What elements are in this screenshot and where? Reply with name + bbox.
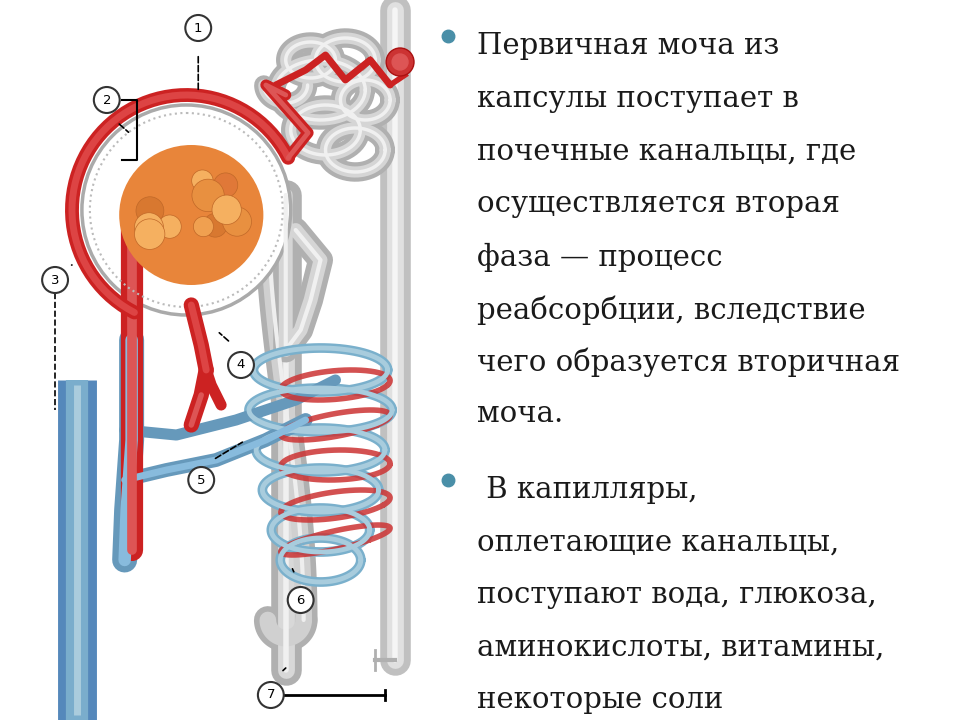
Text: 1: 1 xyxy=(194,22,203,35)
Circle shape xyxy=(288,587,314,613)
Text: 5: 5 xyxy=(197,474,205,487)
Text: чего образуется вторичная: чего образуется вторичная xyxy=(477,348,900,377)
Circle shape xyxy=(204,213,228,237)
Text: 6: 6 xyxy=(297,593,305,606)
Circle shape xyxy=(134,219,165,249)
Circle shape xyxy=(42,267,68,293)
Circle shape xyxy=(228,352,254,378)
Circle shape xyxy=(94,87,120,113)
Circle shape xyxy=(136,197,164,225)
Text: реабсорбции, вследствие: реабсорбции, вследствие xyxy=(477,295,866,325)
Text: осуществляется вторая: осуществляется вторая xyxy=(477,190,840,218)
Text: фаза — процесс: фаза — процесс xyxy=(477,243,723,271)
Text: поступают вода, глюкоза,: поступают вода, глюкоза, xyxy=(477,581,876,609)
Text: В капилляры,: В капилляры, xyxy=(477,476,697,504)
Circle shape xyxy=(258,682,284,708)
Circle shape xyxy=(392,54,408,70)
Circle shape xyxy=(134,212,163,242)
Text: 4: 4 xyxy=(237,359,245,372)
Circle shape xyxy=(223,207,252,236)
Text: некоторые соли: некоторые соли xyxy=(477,686,723,714)
Circle shape xyxy=(185,15,211,41)
Text: 3: 3 xyxy=(51,274,60,287)
Text: Первичная моча из: Первичная моча из xyxy=(477,32,780,60)
Circle shape xyxy=(188,467,214,493)
Ellipse shape xyxy=(119,145,263,285)
Circle shape xyxy=(192,170,213,192)
Text: 7: 7 xyxy=(267,688,276,701)
Circle shape xyxy=(386,48,414,76)
Circle shape xyxy=(193,217,213,237)
Circle shape xyxy=(158,215,181,238)
Circle shape xyxy=(192,179,225,212)
Text: моча.: моча. xyxy=(477,400,564,428)
Text: 2: 2 xyxy=(103,94,111,107)
Text: капсулы поступает в: капсулы поступает в xyxy=(477,85,799,113)
Circle shape xyxy=(213,173,238,197)
Circle shape xyxy=(82,105,291,315)
Text: оплетающие канальцы,: оплетающие канальцы, xyxy=(477,528,839,557)
Circle shape xyxy=(212,195,241,225)
Text: почечные канальцы, где: почечные канальцы, где xyxy=(477,138,856,166)
Text: аминокислоты, витамины,: аминокислоты, витамины, xyxy=(477,634,884,662)
